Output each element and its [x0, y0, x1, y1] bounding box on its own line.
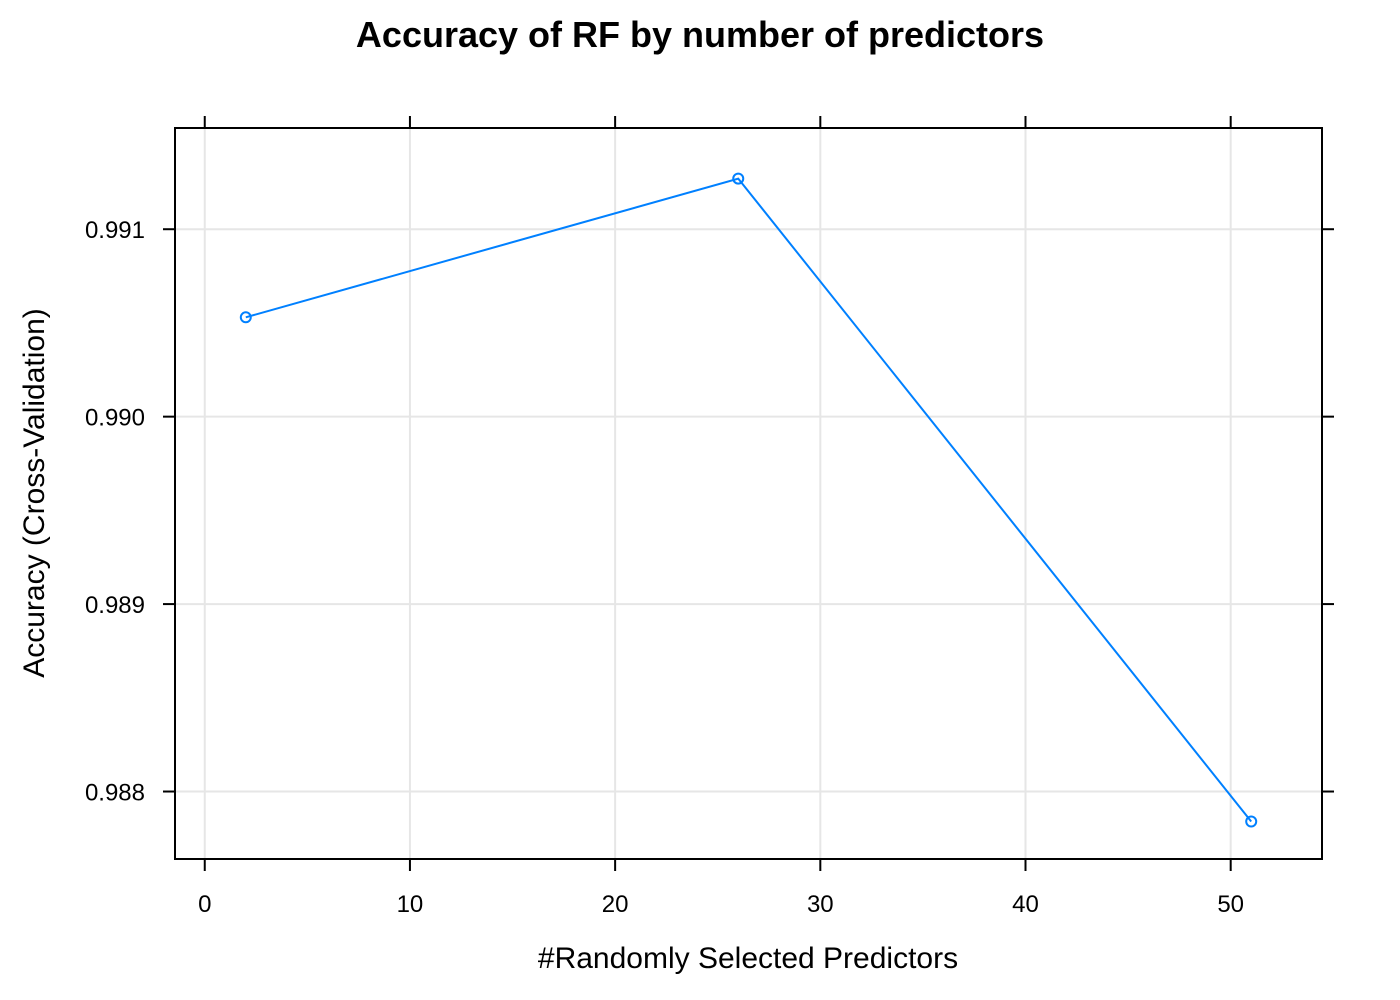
series-line: [245, 177, 1252, 823]
x-axis-ticks: 0 10 20 30 40 50: [198, 116, 1244, 918]
x-tick-label: 10: [397, 891, 424, 918]
y-axis-ticks: 0.988 0.989 0.990 0.991: [85, 217, 1334, 807]
chart-title: Accuracy of RF by number of predictors: [356, 14, 1044, 55]
x-tick-label: 30: [807, 891, 834, 918]
series-group: [239, 172, 1258, 828]
y-axis-label: Accuracy (Cross-Validation): [18, 308, 51, 678]
x-axis-label: #Randomly Selected Predictors: [538, 942, 958, 975]
grid-lines: [175, 128, 1322, 859]
x-tick-label: 50: [1217, 891, 1244, 918]
x-tick-label: 20: [602, 891, 629, 918]
data-point: [239, 311, 252, 324]
y-tick-label: 0.989: [85, 592, 145, 619]
x-tick-label: 40: [1012, 891, 1039, 918]
y-tick-label: 0.991: [85, 217, 145, 244]
data-point: [732, 172, 745, 185]
y-tick-label: 0.990: [85, 405, 145, 432]
y-tick-label: 0.988: [85, 780, 145, 807]
x-tick-label: 0: [198, 891, 211, 918]
data-point: [1245, 815, 1258, 828]
plot-frame: [174, 127, 1323, 860]
